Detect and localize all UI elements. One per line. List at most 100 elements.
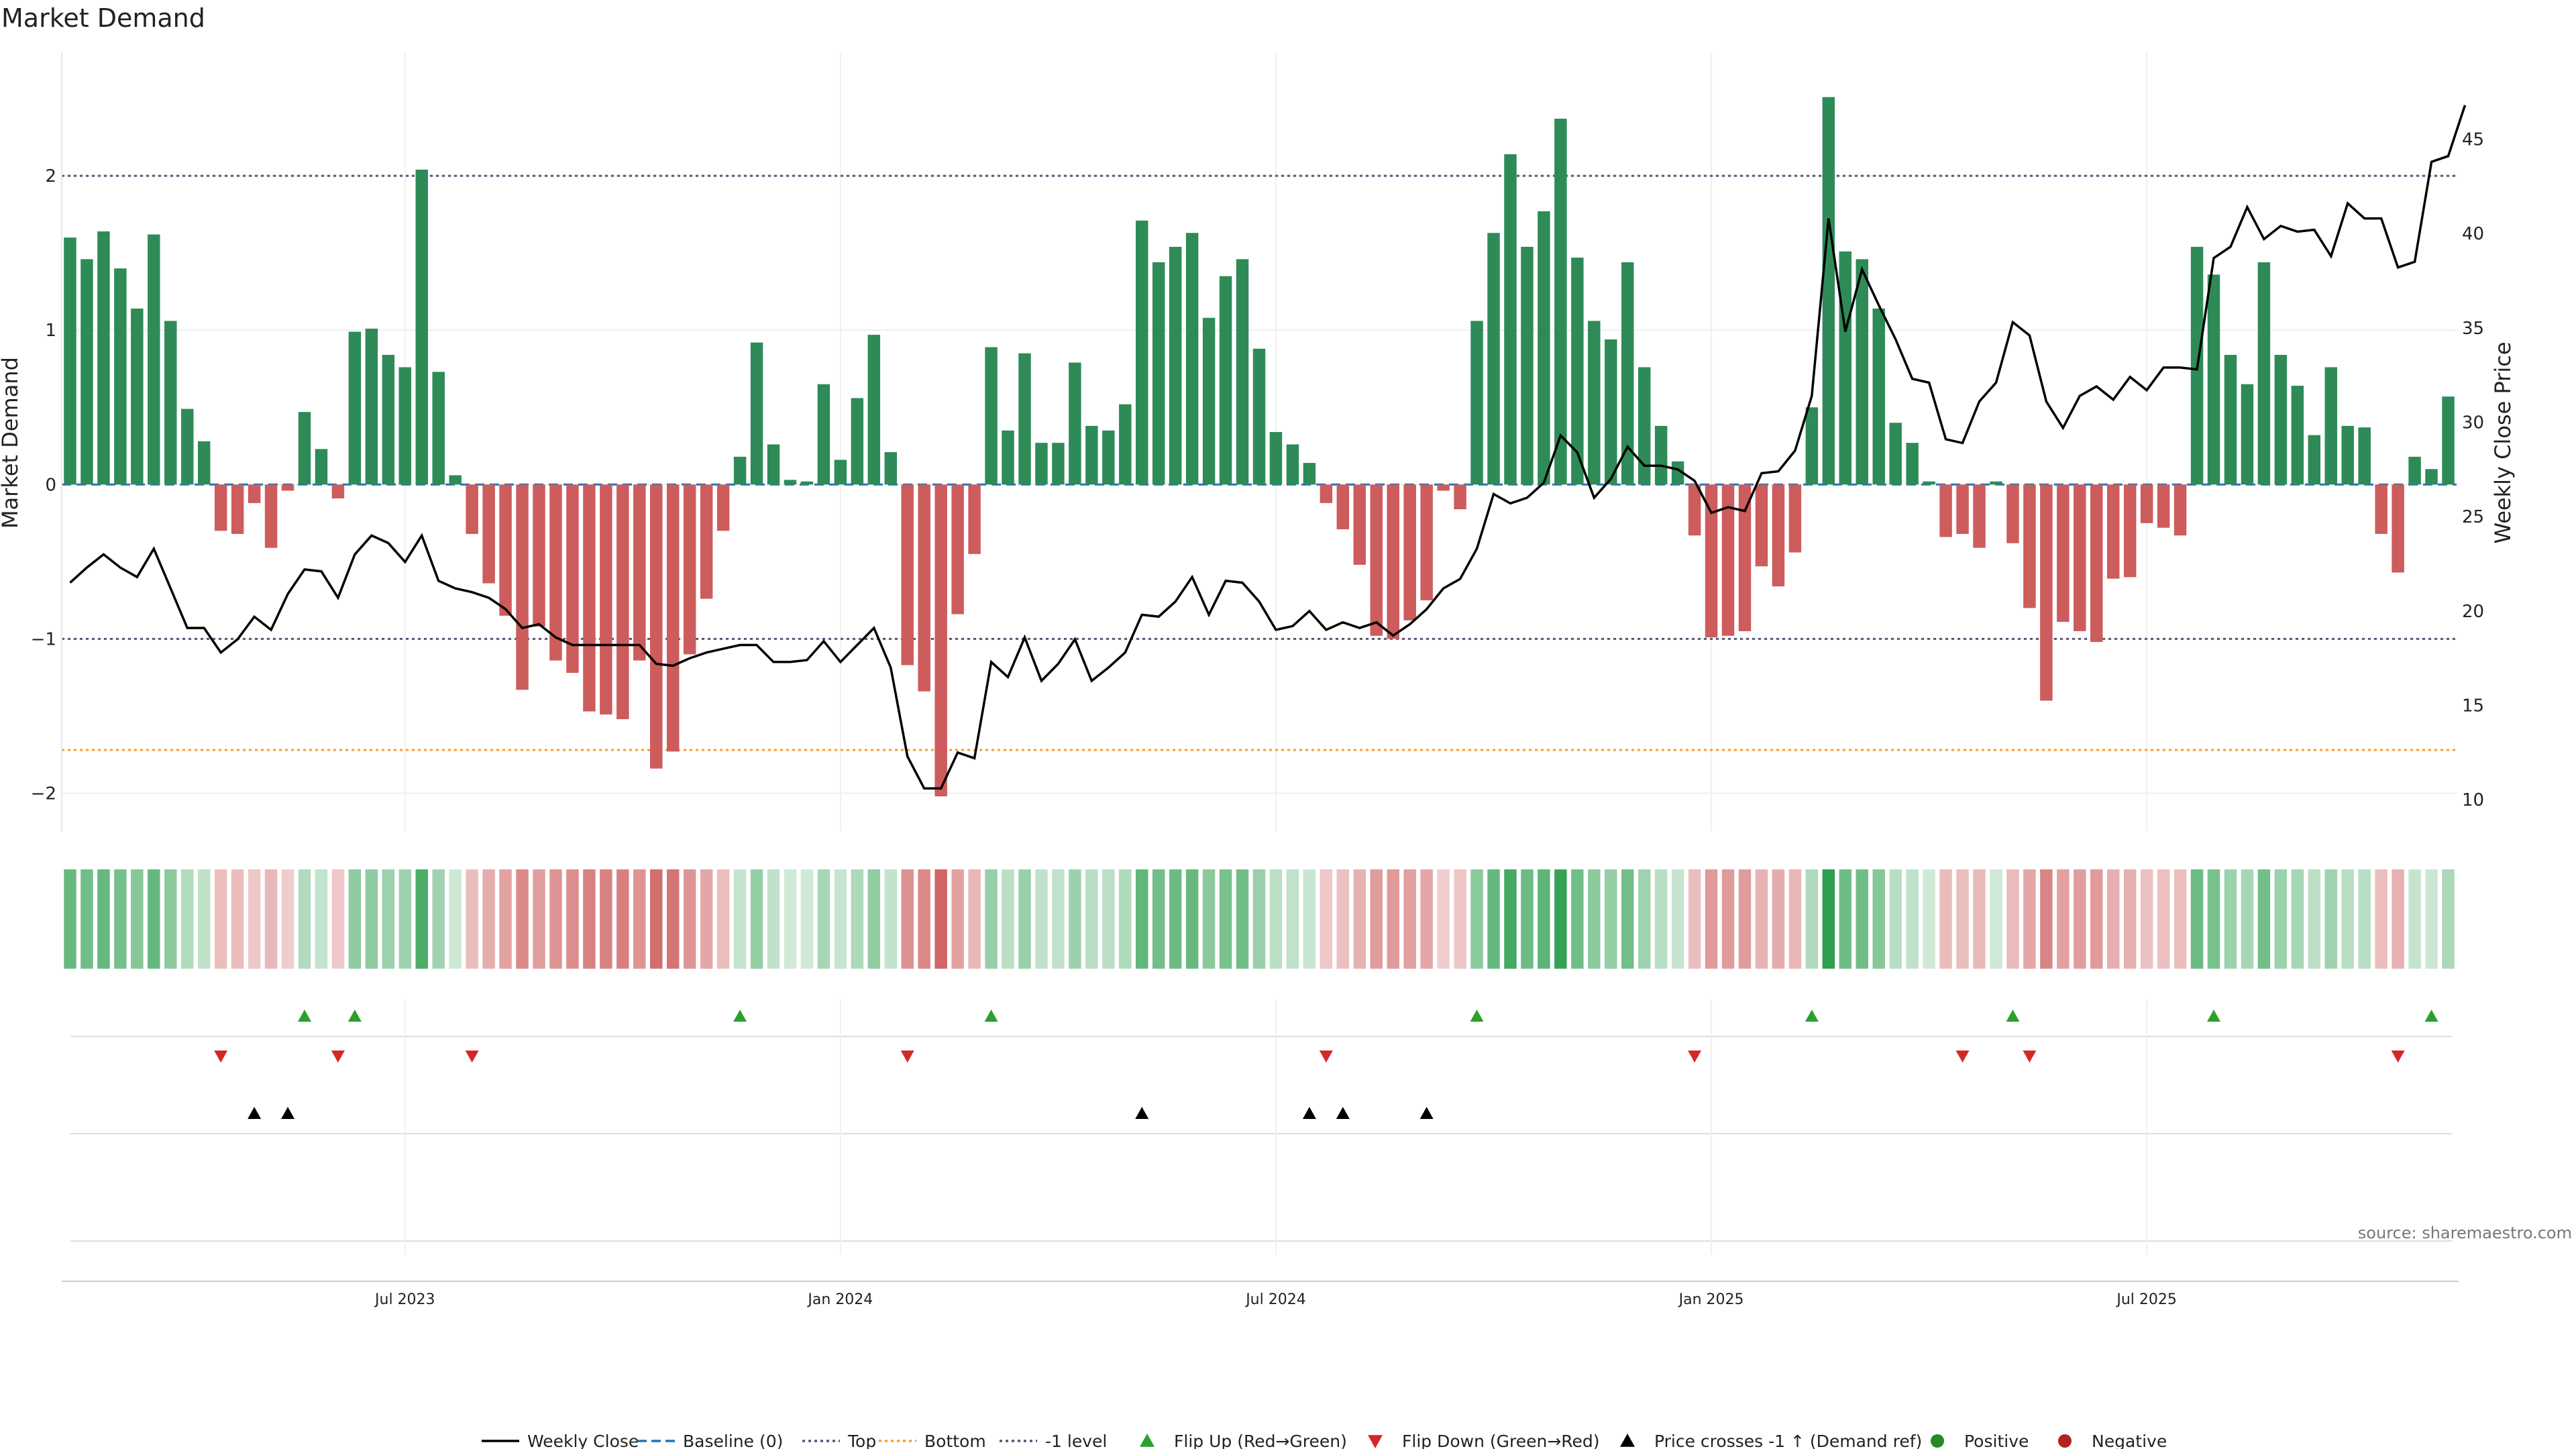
legend-label: Top — [847, 1432, 876, 1449]
heat-cell — [415, 869, 428, 969]
negative-bar — [633, 484, 646, 661]
positive-bar — [1018, 353, 1031, 485]
x-tick-label: Jan 2025 — [1678, 1291, 1744, 1308]
positive-bar — [2308, 435, 2321, 485]
flip-down-marker — [2391, 1051, 2405, 1063]
negative-bar — [918, 484, 930, 692]
positive-bar — [1521, 246, 1534, 485]
price-cross-marker — [248, 1107, 262, 1119]
heat-cell — [1923, 869, 1935, 969]
y2-tick-label: 30 — [2462, 413, 2484, 433]
main-panel: −2 −1 0 1 2 10 15 20 25 30 35 40 45 Market Demand W… — [0, 52, 2516, 832]
heat-cell — [1085, 869, 1098, 969]
left-y-axis-label: Market Demand — [0, 357, 23, 529]
heat-cell — [1420, 869, 1433, 969]
positive-bar — [1671, 461, 1684, 485]
heat-cell — [449, 869, 462, 969]
y2-tick-label: 20 — [2462, 602, 2484, 622]
heat-cell — [1605, 869, 1617, 969]
positive-bar — [114, 268, 127, 485]
heat-cell — [2106, 869, 2120, 969]
chart-title: Market Demand — [1, 3, 205, 33]
heat-cell — [1185, 869, 1199, 969]
heat-cell — [1119, 869, 1132, 969]
heat-cell — [901, 869, 914, 969]
heat-cell — [884, 869, 898, 969]
heat-cell — [600, 869, 612, 969]
negative-bar — [650, 484, 663, 769]
heat-cell — [2324, 869, 2337, 969]
heat-cell — [1069, 869, 1081, 969]
positive-bar — [1185, 233, 1199, 485]
weekly-close-line — [69, 105, 2467, 790]
heat-cell — [1990, 869, 2002, 969]
positive-bar — [298, 412, 311, 485]
negative-bar — [1420, 484, 1433, 600]
positive-bar — [1169, 246, 1182, 485]
legend: Weekly Close Baseline (0) Top Bottom -1 leve… — [482, 1432, 2167, 1449]
positive-bar — [1152, 262, 1165, 485]
heat-cell — [2341, 869, 2354, 969]
heat-cell — [2224, 869, 2237, 969]
positive-bar — [1822, 97, 1835, 485]
x-tick-label: Jul 2024 — [1244, 1291, 1306, 1308]
negative-bar — [533, 484, 545, 627]
heat-cell — [2023, 869, 2036, 969]
heat-cell — [315, 869, 328, 969]
negative-bar — [2123, 484, 2137, 578]
heat-cell — [1538, 869, 1550, 969]
y2-tick-label: 25 — [2462, 507, 2484, 527]
negative-bar — [1973, 484, 1986, 548]
y2-tick-label: 10 — [2462, 790, 2484, 810]
legend-item: -1 level — [1000, 1432, 1107, 1449]
positive-bar — [2408, 456, 2421, 485]
legend-item: Flip Down (Green→Red) — [1368, 1432, 1600, 1449]
negative-bar — [1738, 484, 1752, 631]
heat-cell — [666, 869, 680, 969]
x-tick-label: Jan 2024 — [806, 1291, 873, 1308]
heat-cell — [1956, 869, 1969, 969]
y-tick-label: 0 — [45, 475, 56, 495]
positive-bar — [1035, 443, 1048, 485]
flip-up-marker — [733, 1010, 747, 1022]
heat-cell — [1738, 869, 1752, 969]
positive-bar — [851, 398, 864, 485]
heat-cell — [767, 869, 780, 969]
negative-bar — [1353, 484, 1366, 565]
negative-bar — [281, 484, 294, 491]
heat-cell — [1152, 869, 1165, 969]
positive-bar — [1605, 339, 1617, 485]
positive-bar — [2358, 427, 2371, 485]
heat-cell — [716, 869, 730, 969]
positive-bar — [1638, 367, 1651, 485]
legend-label: Weekly Close — [527, 1432, 639, 1449]
positive-bar — [1571, 258, 1584, 485]
heat-cell — [432, 869, 445, 969]
negative-bar — [1320, 484, 1333, 503]
negative-bar — [2023, 484, 2036, 608]
positive-bar — [1856, 259, 1868, 485]
heat-cell — [331, 869, 345, 969]
heat-cell — [1403, 869, 1416, 969]
heat-cell — [867, 869, 881, 969]
negative-bar — [516, 484, 529, 690]
heat-cell — [64, 869, 76, 969]
positive-bar — [867, 335, 881, 485]
flip-down-marker — [1319, 1051, 1333, 1063]
heat-cell — [616, 869, 629, 969]
negative-bar — [1336, 484, 1350, 530]
legend-label: Baseline (0) — [683, 1432, 783, 1449]
negative-bar — [231, 484, 244, 534]
y2-tick-label: 35 — [2462, 319, 2484, 339]
heat-cell — [248, 869, 261, 969]
flip-up-marker — [2424, 1010, 2438, 1022]
heat-cell — [382, 869, 395, 969]
heat-cell — [2291, 869, 2304, 969]
flip-up-marker — [984, 1010, 998, 1022]
price-cross-marker — [1302, 1107, 1316, 1119]
demand-heat-strip — [64, 869, 2455, 969]
heat-cell — [1805, 869, 1819, 969]
negative-bar — [1454, 484, 1466, 510]
positive-bar — [2274, 354, 2288, 485]
